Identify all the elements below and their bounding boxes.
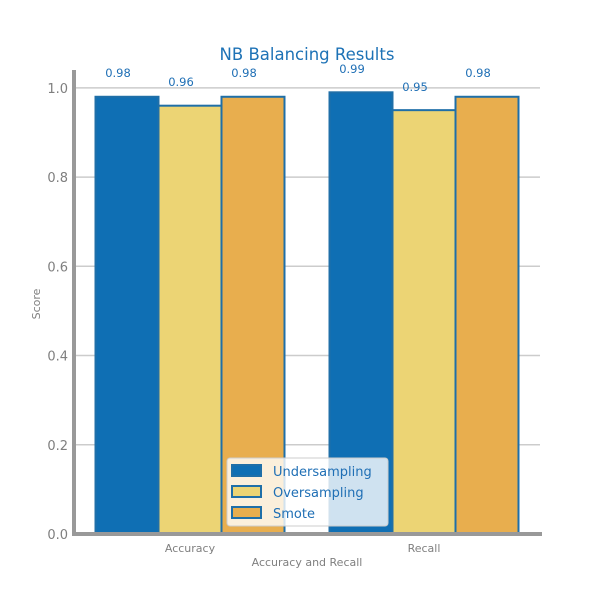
y-axis-label: Score bbox=[30, 288, 43, 319]
x-tick-labels: Accuracy Recall bbox=[165, 542, 441, 555]
bar-undersampling-accuracy bbox=[94, 95, 160, 536]
y-tick-label: 0.0 bbox=[47, 528, 68, 543]
data-label: 0.98 bbox=[231, 66, 257, 80]
legend-label-undersampling: Undersampling bbox=[273, 465, 372, 480]
legend-swatch-smote bbox=[231, 506, 262, 519]
legend-label-oversampling: Oversampling bbox=[273, 486, 364, 501]
data-labels: 0.98 0.96 0.98 0.99 0.95 0.98 bbox=[105, 62, 491, 94]
data-label: 0.96 bbox=[168, 75, 194, 89]
y-tick-labels: 0.0 0.2 0.4 0.6 0.8 1.0 bbox=[47, 82, 68, 543]
y-tick-label: 0.6 bbox=[47, 260, 68, 275]
bar-smote-recall bbox=[454, 95, 520, 536]
y-tick-label: 0.8 bbox=[47, 171, 68, 186]
x-axis-label: Accuracy and Recall bbox=[252, 556, 363, 569]
chart-title: NB Balancing Results bbox=[220, 45, 395, 64]
data-label: 0.99 bbox=[339, 62, 365, 76]
y-tick-label: 0.2 bbox=[47, 439, 68, 454]
legend: Undersampling Oversampling Smote bbox=[226, 457, 389, 527]
data-label: 0.98 bbox=[105, 66, 131, 80]
y-tick-label: 1.0 bbox=[47, 82, 68, 97]
legend-label-smote: Smote bbox=[273, 507, 315, 522]
bar-oversampling-accuracy bbox=[157, 104, 223, 535]
legend-swatch-oversampling bbox=[231, 485, 262, 498]
x-tick-label: Recall bbox=[408, 542, 441, 555]
data-label: 0.95 bbox=[402, 80, 428, 94]
data-label: 0.98 bbox=[465, 66, 491, 80]
bar-oversampling-recall bbox=[391, 109, 457, 536]
legend-box bbox=[226, 457, 389, 527]
x-tick-label: Accuracy bbox=[165, 542, 216, 555]
y-tick-label: 0.4 bbox=[47, 350, 68, 365]
legend-swatch-undersampling bbox=[231, 464, 262, 477]
axes bbox=[72, 70, 542, 536]
